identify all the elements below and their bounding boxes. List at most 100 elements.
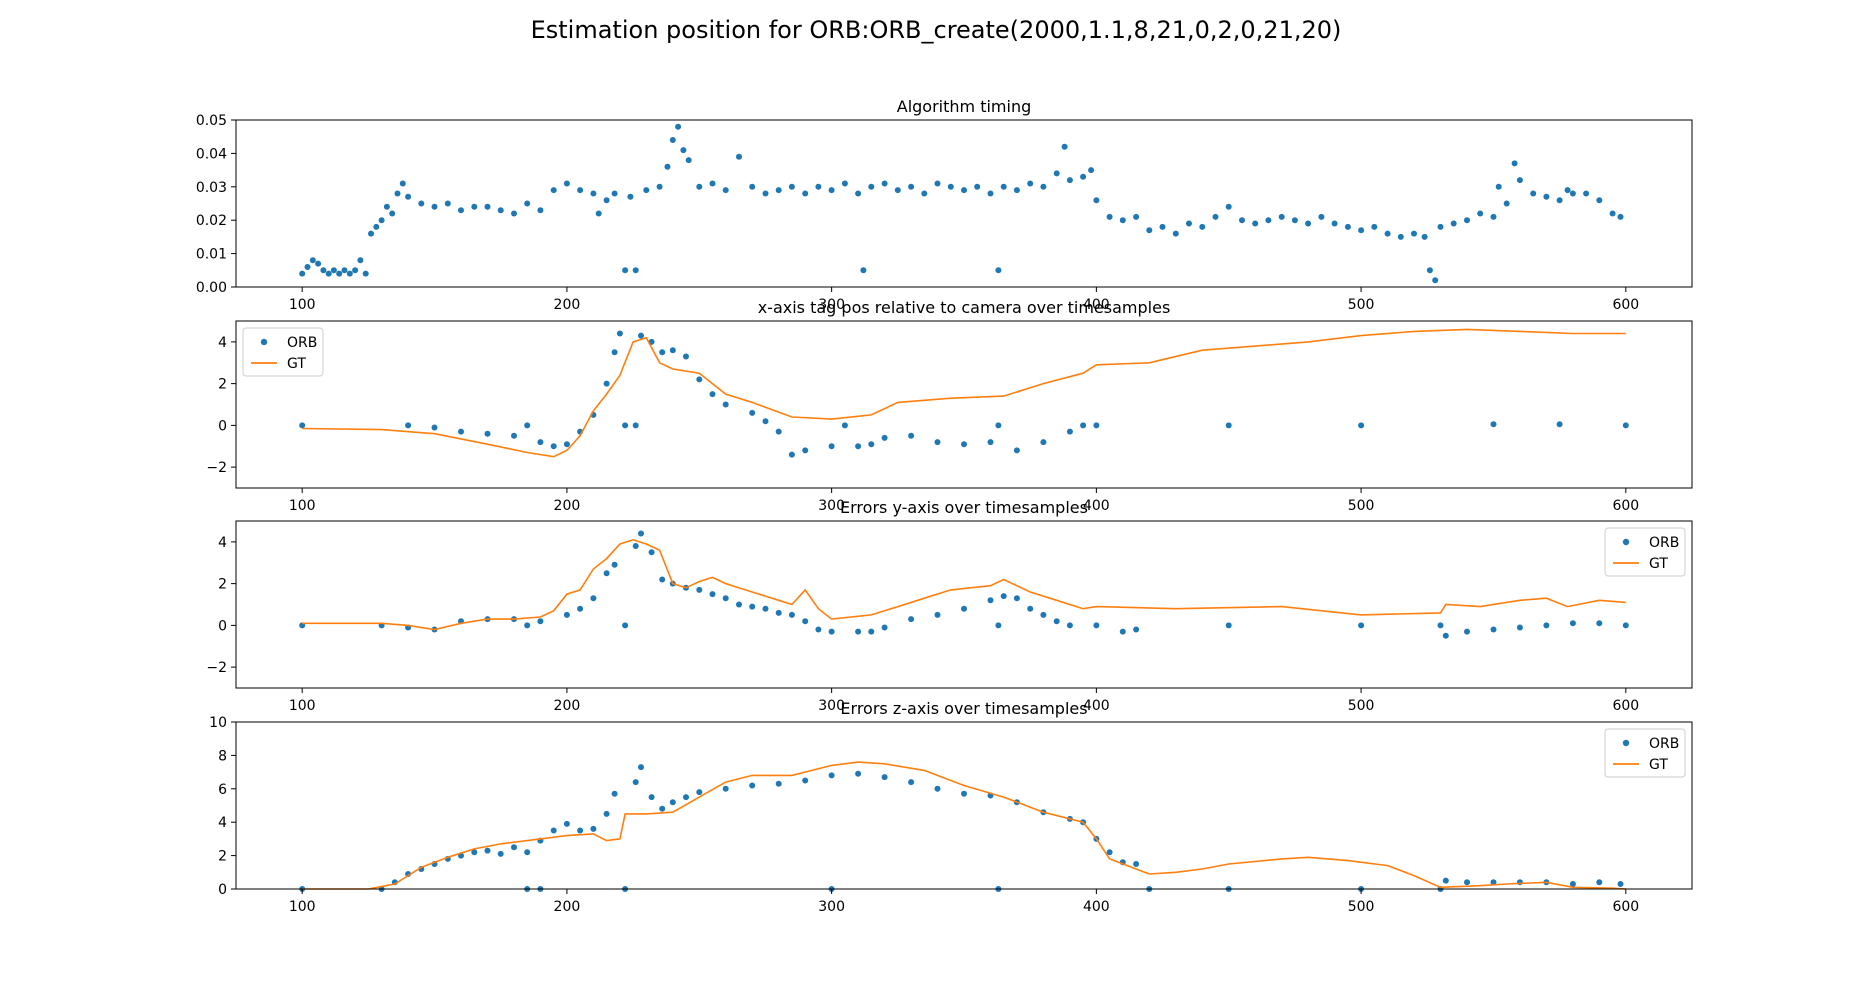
data-point (802, 777, 809, 784)
data-point (1617, 213, 1624, 220)
x-tick-label: 600 (1612, 297, 1639, 313)
subplot-title: Algorithm timing (897, 97, 1032, 116)
data-point (1583, 190, 1590, 197)
data-point (788, 183, 795, 190)
data-point (1093, 622, 1100, 629)
x-tick-label: 600 (1612, 899, 1639, 915)
data-point (524, 200, 531, 207)
data-point (1490, 626, 1497, 633)
data-point (1564, 187, 1571, 194)
x-tick-label: 400 (1083, 498, 1110, 514)
y-tick-label: 6 (218, 782, 227, 798)
data-point (1278, 213, 1285, 220)
data-point (550, 187, 557, 194)
data-point (908, 616, 915, 623)
data-point (299, 422, 306, 429)
data-point (855, 770, 862, 777)
data-point (1133, 213, 1140, 220)
data-point (1464, 217, 1470, 224)
data-point (1066, 428, 1073, 435)
legend: ORB GT (242, 327, 324, 377)
data-point (815, 626, 822, 633)
data-point (1318, 213, 1325, 220)
data-point (1159, 223, 1166, 230)
data-point (675, 123, 682, 130)
x-tick-label: 200 (554, 297, 581, 313)
data-point (1464, 879, 1470, 886)
data-point (987, 190, 994, 197)
data-point (1530, 190, 1537, 197)
data-point (1133, 861, 1140, 867)
data-point (1088, 167, 1095, 174)
data-point (1119, 628, 1126, 635)
y-tick-label: 4 (218, 335, 227, 351)
data-point (638, 332, 644, 339)
data-point (611, 190, 618, 197)
axes-frame (235, 119, 1693, 288)
data-point (590, 595, 597, 602)
data-point (841, 422, 848, 429)
data-point (1027, 180, 1034, 187)
data-point (418, 200, 425, 207)
x-tick-label: 400 (1083, 297, 1110, 313)
data-point (1199, 223, 1206, 230)
figure-title: Estimation position for ORB:ORB_create(2… (531, 16, 1342, 44)
data-point (1093, 422, 1100, 429)
data-point (484, 847, 491, 854)
data-point (987, 597, 994, 604)
data-point (762, 605, 769, 612)
data-point (868, 628, 875, 635)
x-tick-label: 600 (1612, 698, 1639, 714)
data-point (399, 180, 406, 187)
data-point (577, 605, 584, 612)
x-tick-label: 200 (554, 498, 581, 514)
data-point (524, 422, 531, 429)
subplot-title: Errors z-axis over timesamples (840, 699, 1087, 718)
data-point (995, 422, 1002, 429)
data-point (638, 764, 644, 771)
data-point (1622, 422, 1629, 429)
data-point (1265, 217, 1272, 224)
data-point (855, 190, 862, 197)
data-point (1477, 210, 1484, 217)
data-point (550, 827, 557, 834)
data-point (722, 401, 729, 408)
data-point (320, 267, 327, 274)
data-point (1239, 217, 1245, 224)
y-tick-label: 0.03 (196, 180, 227, 196)
data-point (431, 203, 438, 210)
data-point (643, 187, 650, 194)
data-point (524, 622, 531, 629)
data-point (987, 439, 994, 446)
data-point (736, 153, 742, 160)
data-point (908, 432, 915, 439)
data-point (841, 180, 848, 187)
data-point (590, 190, 597, 197)
y-tick-label: 0 (218, 882, 227, 898)
data-point (603, 197, 610, 204)
x-tick-label: 400 (1083, 698, 1110, 714)
x-tick-label: 100 (289, 698, 316, 714)
data-point (1464, 628, 1470, 635)
data-point (1225, 622, 1232, 629)
data-point (611, 790, 618, 797)
data-point (611, 349, 618, 356)
series-gt-line (302, 538, 1626, 631)
data-point (995, 267, 1002, 274)
data-point (1490, 213, 1497, 220)
data-point (934, 611, 941, 618)
data-point (341, 267, 348, 274)
data-point (389, 210, 396, 217)
data-point (1133, 626, 1140, 633)
data-point (1000, 183, 1007, 190)
data-point (1450, 220, 1457, 227)
data-point (603, 380, 610, 387)
data-point (775, 780, 782, 787)
data-point (1569, 620, 1576, 627)
x-tick-label: 400 (1083, 899, 1110, 915)
data-point (696, 376, 703, 383)
subplot-title: x-axis tag pos relative to camera over t… (758, 298, 1171, 317)
data-point (1442, 632, 1449, 639)
y-tick-label: 0.01 (196, 247, 227, 263)
